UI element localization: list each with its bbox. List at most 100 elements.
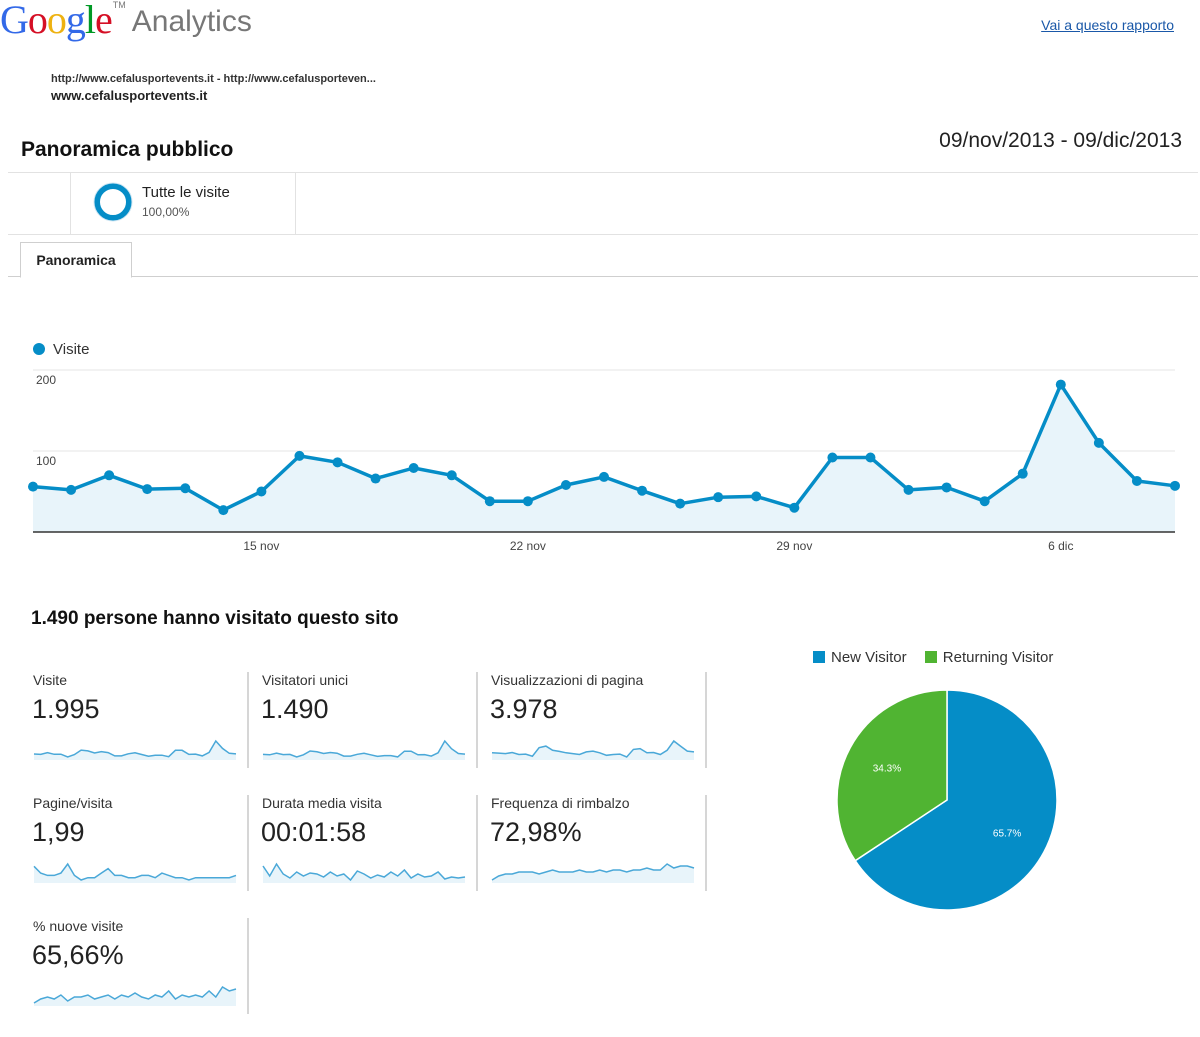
x-tick-label: 29 nov (776, 539, 812, 553)
go-to-report-link[interactable]: Vai a questo rapporto (1041, 17, 1174, 33)
visits-line-chart[interactable]: 100 200 15 nov 22 nov 29 nov 6 dic (0, 360, 1200, 560)
data-point[interactable] (370, 473, 381, 484)
logo-letter: G (0, 0, 29, 42)
data-point[interactable] (903, 484, 914, 495)
metric-divider (247, 795, 249, 891)
metric-divider (476, 672, 478, 768)
chart-legend[interactable]: Visite (33, 341, 89, 358)
data-point[interactable] (408, 463, 419, 474)
data-point[interactable] (941, 482, 952, 493)
metric-tile[interactable]: Frequenza di rimbalzo 72,98% (489, 795, 709, 910)
data-point[interactable] (104, 470, 115, 481)
logo-letter: g (65, 0, 86, 42)
sparkline-fill (492, 741, 694, 760)
segment-bar: Tutte le visite 100,00% (8, 172, 1198, 235)
data-point[interactable] (180, 483, 191, 494)
metric-label: Visualizzazioni di pagina (491, 672, 644, 688)
data-point[interactable] (1170, 480, 1180, 491)
pie-slice-label: 34.3% (873, 764, 901, 775)
date-range-picker[interactable]: 09/nov/2013 - 09/dic/2013 (939, 129, 1182, 152)
legend-label: Visite (53, 341, 90, 358)
metric-divider (705, 672, 707, 768)
legend-dot-icon (33, 343, 45, 355)
metric-divider (247, 918, 249, 1014)
metric-value: 1.490 (261, 694, 329, 724)
google-wordmark: Google (0, 0, 113, 42)
metric-label: Durata media visita (262, 795, 382, 811)
x-tick-label: 22 nov (510, 539, 546, 553)
data-point[interactable] (1131, 475, 1142, 486)
data-point[interactable] (522, 496, 533, 507)
metric-tile[interactable]: Visitatori unici 1.490 (260, 672, 480, 787)
sparkline-line (33, 739, 237, 758)
data-point[interactable] (751, 491, 762, 502)
metric-tile[interactable]: Pagine/visita 1,99 (31, 795, 251, 910)
sparkline-fill (263, 741, 465, 760)
data-point[interactable] (1017, 468, 1028, 479)
pie-slice-returning-visitor[interactable] (836, 689, 948, 862)
tab-panoramica[interactable]: Panoramica (20, 242, 132, 278)
data-point[interactable] (1055, 379, 1066, 390)
pie-slice-new-visitor[interactable] (854, 689, 1058, 911)
sparkline-line (491, 739, 695, 758)
x-tick-label: 6 dic (1048, 539, 1073, 553)
data-point[interactable] (28, 481, 38, 492)
metric-sparkline (33, 862, 237, 883)
data-point[interactable] (332, 457, 343, 468)
legend-swatch-icon (924, 651, 937, 663)
data-point[interactable] (637, 485, 648, 496)
data-point[interactable] (675, 498, 686, 509)
google-analytics-logo: GoogleTM Analytics (0, 0, 252, 44)
metric-divider (705, 795, 707, 891)
visitor-type-pie-chart[interactable]: 65.7% 34.3% (830, 682, 1070, 922)
data-point[interactable] (484, 496, 495, 507)
metric-tile[interactable]: % nuove visite 65,66% (31, 918, 251, 1033)
page-title: Panoramica pubblico (21, 138, 234, 161)
metric-tile[interactable]: Visite 1.995 (31, 672, 251, 787)
y-tick-label: 200 (36, 373, 56, 387)
sparkline-line (33, 985, 237, 1004)
data-point[interactable] (979, 496, 990, 507)
analytics-wordmark: Analytics (131, 5, 252, 38)
data-point[interactable] (789, 502, 800, 513)
trademark-mark: TM (112, 0, 126, 10)
data-point[interactable] (446, 470, 457, 481)
data-point[interactable] (713, 492, 724, 503)
legend-new-visitor[interactable]: New Visitor (813, 649, 907, 666)
data-point[interactable] (256, 486, 267, 497)
data-point[interactable] (66, 484, 77, 495)
data-point[interactable] (142, 484, 153, 495)
pie-slice-label: 65.7% (993, 828, 1021, 839)
metric-sparkline (33, 739, 237, 760)
segment-all-visits[interactable]: Tutte le visite 100,00% (70, 173, 296, 234)
data-point[interactable] (599, 471, 609, 482)
data-point[interactable] (865, 452, 876, 463)
data-point[interactable] (294, 450, 305, 461)
metric-label: Frequenza di rimbalzo (491, 795, 630, 811)
visitors-summary: 1.490 persone hanno visitato questo sito (31, 608, 399, 629)
metric-sparkline (491, 739, 695, 760)
data-point[interactable] (827, 452, 838, 463)
logo-letter: l (84, 0, 96, 42)
metric-label: Visite (33, 672, 67, 688)
y-tick-label: 100 (36, 454, 56, 468)
sparkline-line (491, 863, 695, 881)
metric-sparkline (262, 862, 466, 883)
data-point[interactable] (1093, 437, 1104, 448)
metric-sparkline (491, 863, 695, 883)
tab-divider (8, 276, 1198, 277)
metric-label: Visitatori unici (262, 672, 349, 688)
metric-tile[interactable]: Visualizzazioni di pagina 3.978 (489, 672, 709, 787)
metric-tile[interactable]: Durata media visita 00:01:58 (260, 795, 480, 910)
metric-sparkline (262, 739, 466, 760)
data-point[interactable] (218, 505, 229, 516)
metric-label: % nuove visite (33, 918, 124, 934)
data-point[interactable] (560, 480, 571, 491)
sparkline-fill (492, 864, 694, 883)
metric-value: 65,66% (32, 940, 124, 970)
sparkline-fill (34, 987, 236, 1006)
sparkline-fill (263, 864, 465, 883)
segment-name: Tutte le visite (142, 184, 230, 201)
legend-returning-visitor[interactable]: Returning Visitor (924, 649, 1053, 666)
x-tick-label: 15 nov (243, 539, 279, 553)
